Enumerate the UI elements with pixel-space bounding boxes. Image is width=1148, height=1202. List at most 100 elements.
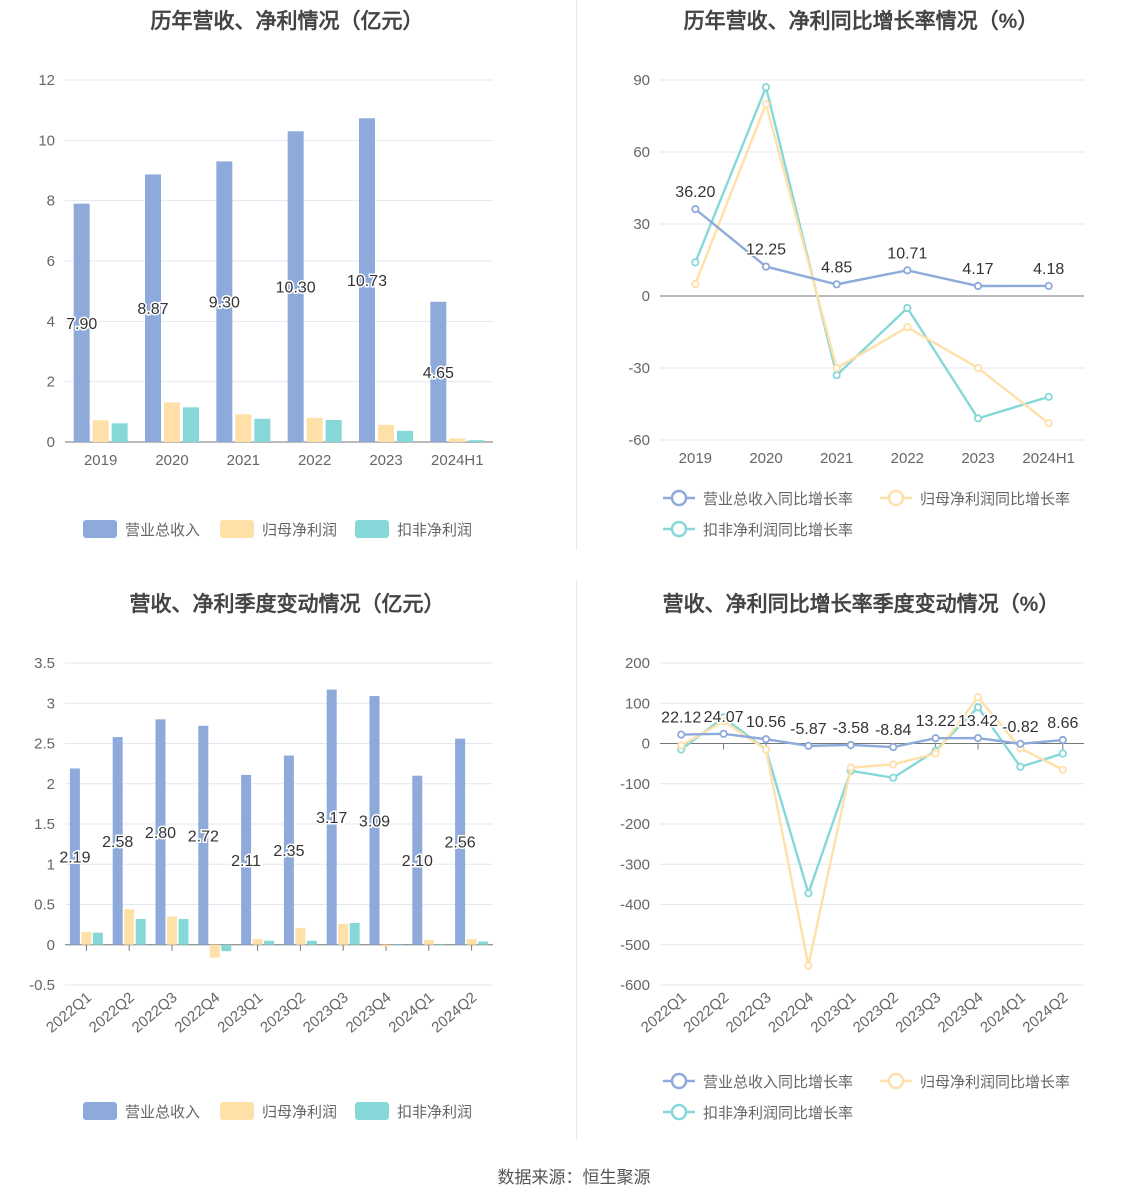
data-point [903, 266, 912, 275]
data-point [973, 281, 983, 291]
chart-title: 营收、净利季度变动情况（亿元） [129, 593, 445, 616]
bar [124, 909, 135, 945]
data-label: 8.66 [1047, 715, 1078, 732]
y-tick-label: 60 [633, 144, 650, 161]
bar [252, 939, 263, 945]
bar [423, 939, 434, 945]
bar [216, 161, 233, 442]
data-label: 3.17 [316, 810, 347, 827]
bar [435, 944, 446, 946]
data-point [719, 729, 728, 738]
data-point [973, 693, 983, 702]
data-label: 10.73 [347, 273, 387, 290]
data-point [691, 205, 700, 214]
legend-label: 营业总收入 [125, 522, 200, 539]
y-tick-label: 100 [625, 695, 650, 712]
bar [92, 420, 109, 442]
bar [295, 927, 306, 945]
bar [325, 419, 342, 442]
data-label: 8.87 [137, 301, 168, 318]
chart-title: 历年营收、净利情况（亿元） [150, 10, 424, 33]
data-point [1044, 281, 1053, 291]
data-point [1058, 765, 1067, 774]
x-tick-label: 2022Q1 [638, 989, 690, 1036]
legend-label: 归母净利润同比增长率 [920, 1074, 1070, 1091]
data-label: 22.12 [661, 710, 701, 727]
data-point [903, 323, 912, 332]
legend-item: 营业总收入同比增长率 [663, 1072, 853, 1091]
legend-item: 扣非净利润同比增长率 [663, 520, 853, 539]
legend-label: 归母净利润 [262, 522, 337, 539]
bar [306, 417, 323, 442]
data-point [761, 262, 771, 271]
data-point [691, 279, 700, 289]
y-tick-label: 2.5 [34, 736, 55, 753]
legend-item: 归母净利润同比增长率 [880, 1072, 1070, 1091]
bar [164, 402, 180, 442]
bar [73, 203, 90, 442]
x-tick-label: 2019 [679, 450, 712, 467]
y-tick-label: -400 [620, 897, 650, 914]
legend-marker-swatch [670, 489, 688, 507]
data-label: 10.30 [276, 280, 316, 297]
data-point [677, 741, 686, 750]
bar [392, 944, 403, 946]
x-tick-label: 2022Q2 [680, 989, 732, 1036]
y-tick-label: 12 [38, 72, 55, 89]
x-tick-label: 2022 [891, 450, 924, 467]
legend-item: 营业总收入同比增长率 [663, 489, 853, 508]
annual-line-chart: -60 -30 0 30 60 90 2019 2020 2021 2022 2023 2024H1 3… [628, 72, 1084, 539]
legend-item: 归母净利润同比增长率 [880, 489, 1070, 508]
data-point [804, 889, 813, 898]
data-point [832, 363, 841, 373]
legend-marker-swatch [887, 489, 905, 507]
data-point [832, 280, 841, 289]
legend-marker-swatch [887, 1072, 905, 1090]
legend-swatch [220, 520, 254, 538]
data-point [889, 742, 898, 752]
quarterly-revenue-profit-panel: 营收、净利季度变动情况（亿元） -0.5 0 0.5 1 1.5 2 2.5 3 3.5 2022… [0, 585, 574, 1165]
data-label: 10.71 [887, 245, 927, 262]
legend-swatch [83, 1102, 117, 1120]
data-point [761, 83, 771, 92]
data-label: 4.18 [1033, 261, 1064, 278]
data-label: 3.09 [359, 813, 390, 830]
bar [92, 932, 103, 945]
bar [221, 944, 232, 952]
y-tick-label: -0.5 [29, 977, 55, 994]
y-tick-label: 200 [625, 655, 650, 672]
y-tick-label: 90 [633, 72, 650, 89]
data-label: -3.58 [833, 720, 870, 737]
bar [209, 944, 220, 958]
data-label: 12.25 [746, 242, 786, 259]
series-line [694, 208, 1049, 288]
data-point [719, 717, 728, 726]
x-tick-label: 2022Q1 [43, 989, 95, 1036]
data-point [846, 740, 855, 750]
y-tick-label: 2 [47, 374, 55, 391]
x-tick-label: 2023Q1 [808, 989, 860, 1036]
x-tick-label: 2019 [84, 452, 117, 469]
data-label: -5.87 [790, 721, 827, 738]
bar [478, 941, 489, 945]
x-tick-label: 2022Q2 [86, 989, 138, 1036]
x-tick-label: 2024H1 [431, 452, 484, 469]
series-line [694, 100, 1050, 425]
bar [178, 918, 189, 945]
bar [135, 918, 146, 945]
y-tick-label: -300 [620, 856, 650, 873]
quarterly-bar-chart: -0.500.511.522.533.52022Q12022Q22022Q320… [29, 655, 493, 1121]
quarterly-line-chart: -600-500-400-300-200-10001002002022Q1202… [620, 655, 1084, 1122]
bar [326, 689, 337, 945]
annual-revenue-profit-panel: 历年营收、净利情况（亿元） 0 2 4 6 8 10 12 2019 2020 2021 2022 2… [0, 0, 574, 580]
legend-label: 营业总收入同比增长率 [703, 1074, 853, 1091]
y-tick-label: 3 [47, 695, 55, 712]
bar [198, 725, 209, 945]
bar [155, 719, 166, 945]
data-label: 7.90 [66, 316, 97, 333]
x-tick-label: 2020 [749, 450, 782, 467]
bar [111, 423, 128, 442]
x-tick-label: 2024Q2 [1020, 989, 1072, 1036]
bar [183, 407, 199, 442]
legend-marker-swatch [670, 520, 688, 538]
